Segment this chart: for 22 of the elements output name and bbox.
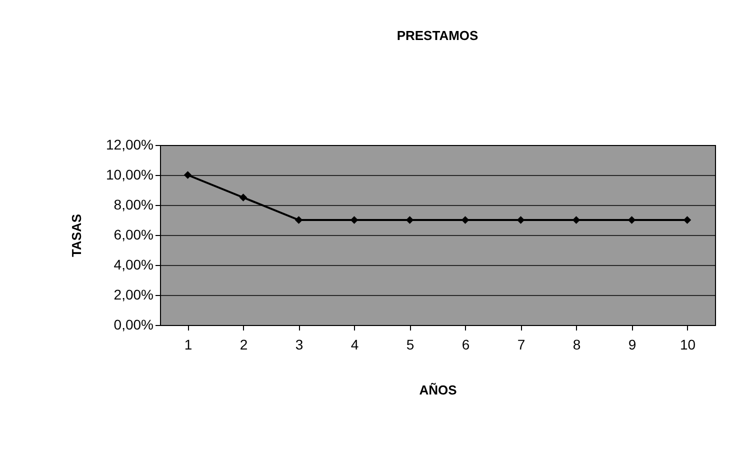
point [184, 171, 192, 179]
x-tick-label: 4 [350, 336, 359, 352]
x-tick-label: 1 [184, 336, 192, 352]
x-tick-label: 7 [517, 336, 526, 352]
y-tick-label: 10,00% [106, 166, 154, 182]
y-tick-label: 0,00% [114, 316, 154, 332]
y-tick-label: 12,00% [106, 136, 154, 152]
x-tick-label: 6 [462, 336, 470, 352]
y-tick-label: 2,00% [114, 286, 154, 302]
x-tick-label: 10 [680, 336, 696, 352]
x-tick-label: 2 [240, 336, 248, 352]
point [239, 194, 248, 202]
chart-title: PRESTAMOS [396, 28, 479, 43]
y-tick-label: 4,00% [114, 256, 154, 272]
x-tick-label: 9 [628, 336, 636, 352]
x-axis-title: AÑOS [419, 382, 458, 398]
y-axis-title: TASAS [69, 214, 84, 258]
x-tick-label: 3 [295, 336, 304, 352]
y-tick-label: 6,00% [114, 226, 154, 242]
x-tick-label: 5 [406, 336, 414, 352]
x-tick-label: 8 [572, 336, 581, 352]
y-tick-label: 8,00% [114, 196, 154, 212]
